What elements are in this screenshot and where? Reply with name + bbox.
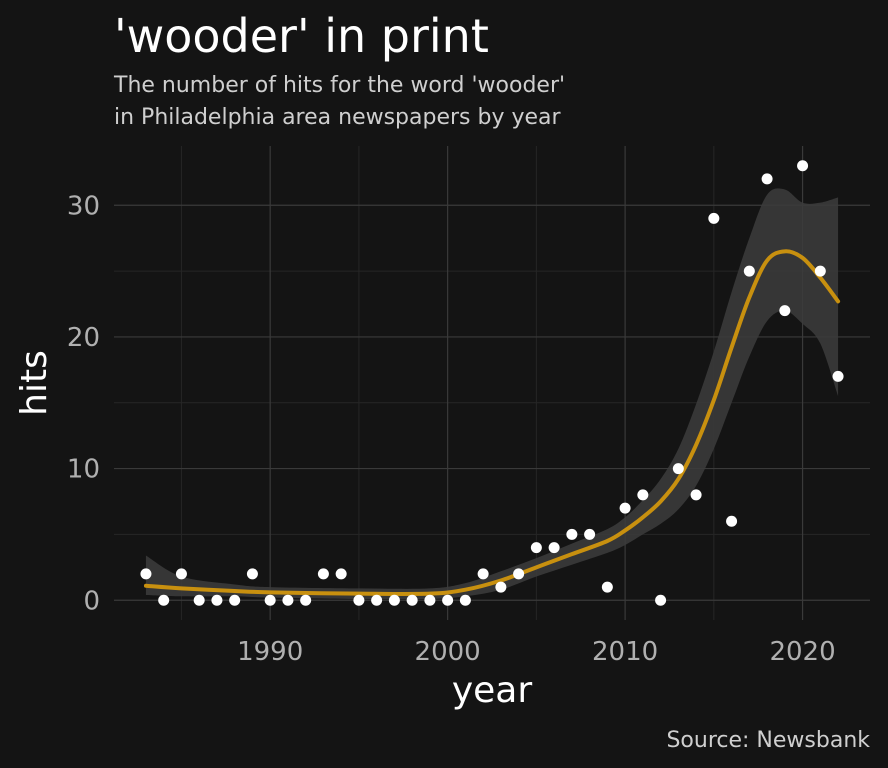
data-point — [140, 568, 152, 580]
y-tick-labels: 0 10 20 30 — [67, 191, 100, 616]
data-point — [282, 594, 294, 606]
data-point — [229, 594, 241, 606]
x-tick-labels: 1990 2000 2010 2020 — [237, 637, 836, 667]
chart-subtitle-line-2: in Philadelphia area newspapers by year — [114, 105, 562, 130]
y-tick-label: 10 — [67, 455, 100, 485]
data-point — [637, 489, 649, 501]
data-point — [442, 594, 454, 606]
data-point — [601, 581, 613, 593]
y-tick-label: 30 — [67, 191, 100, 221]
data-point — [459, 594, 471, 606]
data-point — [335, 568, 347, 580]
x-tick-label: 2010 — [592, 637, 658, 667]
y-tick-label: 20 — [67, 323, 100, 353]
smooth-line — [143, 249, 841, 597]
data-point — [743, 265, 755, 277]
data-point — [779, 305, 791, 317]
data-point — [211, 594, 223, 606]
data-point — [477, 568, 489, 580]
y-axis-label: hits — [14, 350, 55, 416]
x-tick-label: 2000 — [415, 637, 481, 667]
chart-title: 'wooder' in print — [114, 9, 489, 63]
data-point — [175, 568, 187, 580]
x-tick-label: 2020 — [769, 637, 835, 667]
x-axis-label: year — [452, 670, 533, 711]
data-points — [140, 160, 844, 606]
data-point — [530, 542, 542, 554]
chart-caption: Source: Newsbank — [666, 728, 870, 753]
data-point — [672, 463, 684, 475]
data-point — [424, 594, 436, 606]
data-point — [797, 160, 809, 172]
data-point — [264, 594, 276, 606]
data-point — [566, 528, 578, 540]
data-point — [495, 581, 507, 593]
data-point — [584, 528, 596, 540]
data-point — [761, 173, 773, 185]
data-point — [193, 594, 205, 606]
data-point — [317, 568, 329, 580]
data-point — [690, 489, 702, 501]
y-tick-label: 0 — [83, 586, 100, 616]
data-point — [246, 568, 258, 580]
data-point — [353, 594, 365, 606]
data-point — [708, 212, 720, 224]
data-point — [406, 594, 418, 606]
data-point — [158, 594, 170, 606]
x-tick-label: 1990 — [237, 637, 303, 667]
chart-subtitle-line-1: The number of hits for the word 'wooder' — [113, 73, 565, 98]
data-point — [619, 502, 631, 514]
data-point — [300, 594, 312, 606]
data-point — [814, 265, 826, 277]
data-point — [371, 594, 383, 606]
data-point — [513, 568, 525, 580]
data-point — [832, 370, 844, 382]
data-point — [548, 542, 560, 554]
data-point — [726, 515, 738, 527]
data-point — [655, 594, 667, 606]
data-point — [388, 594, 400, 606]
